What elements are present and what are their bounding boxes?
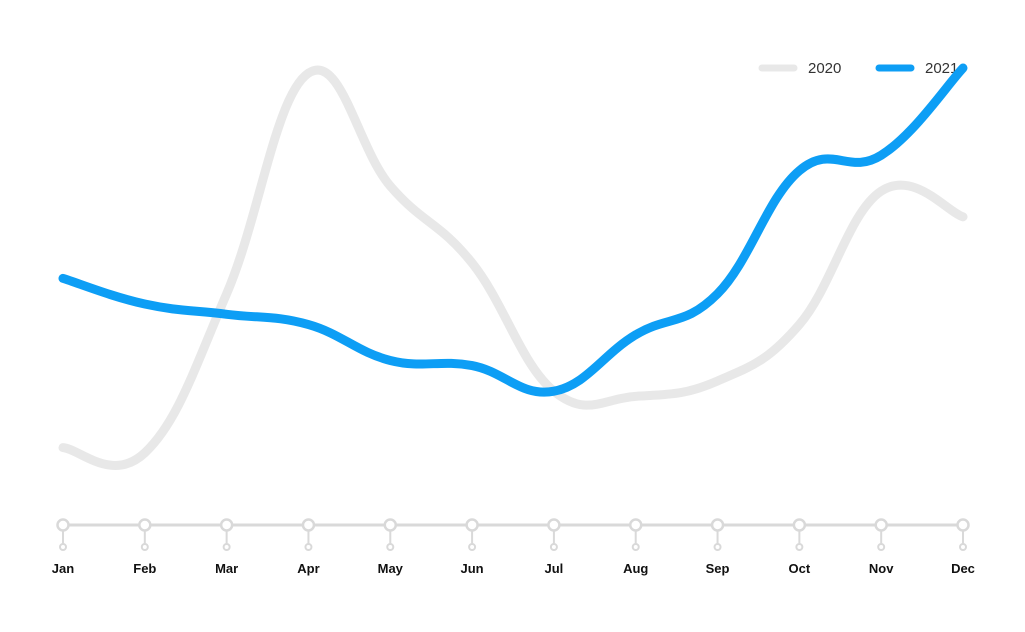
x-tick-sep: Sep	[706, 518, 730, 576]
x-tick-dot	[468, 543, 477, 551]
series-layer	[58, 63, 968, 470]
x-tick-dot	[631, 543, 640, 551]
x-tick-marker	[792, 518, 807, 532]
x-tick-may: May	[378, 518, 404, 576]
x-tick-marker	[383, 518, 398, 532]
legend-label-2021: 2021	[925, 60, 958, 77]
x-tick-label: Apr	[297, 561, 319, 576]
x-tick-dot	[713, 543, 722, 551]
legend: 2020 2021	[758, 60, 958, 77]
x-axis: Jan Feb Mar Apr May Jun Jul Aug Sep Oct Nov Dec	[52, 518, 975, 576]
x-tick-marker	[138, 518, 152, 532]
x-tick-aug: Aug	[623, 518, 648, 576]
x-tick-label: Feb	[133, 561, 156, 576]
x-tick-jul: Jul	[545, 518, 564, 576]
x-tick-marker	[710, 518, 725, 532]
x-tick-dot	[222, 543, 231, 551]
x-tick-mar: Mar	[215, 518, 238, 576]
x-tick-marker	[956, 518, 970, 532]
x-tick-feb: Feb	[133, 518, 156, 576]
x-tick-dot	[140, 543, 149, 551]
x-tick-dot	[795, 543, 804, 551]
x-tick-marker	[465, 518, 479, 532]
x-tick-label: Dec	[951, 561, 975, 576]
x-tick-jun: Jun	[461, 518, 484, 576]
x-tick-dot	[386, 543, 395, 551]
x-tick-dot	[959, 543, 967, 551]
x-tick-marker	[547, 518, 561, 532]
x-tick-label: Nov	[869, 561, 894, 576]
x-tick-marker	[56, 518, 70, 532]
x-tick-dot	[304, 543, 313, 551]
x-tick-label: Oct	[789, 561, 811, 576]
x-tick-oct: Oct	[789, 518, 811, 576]
x-tick-dot	[59, 543, 67, 551]
x-tick-label: May	[378, 561, 404, 576]
x-tick-dec: Dec	[951, 518, 975, 576]
x-tick-label: Jan	[52, 561, 74, 576]
x-tick-dot	[877, 543, 886, 551]
legend-label-2020: 2020	[808, 60, 841, 77]
x-tick-marker	[874, 518, 888, 532]
x-tick-dot	[549, 543, 558, 551]
x-tick-marker	[301, 518, 316, 532]
x-tick-label: Jun	[461, 561, 484, 576]
series-line-2020	[58, 65, 968, 470]
x-tick-marker	[219, 518, 234, 532]
x-tick-label: Sep	[706, 561, 730, 576]
x-tick-apr: Apr	[297, 518, 320, 576]
x-tick-label: Jul	[545, 561, 564, 576]
x-tick-label: Mar	[215, 561, 238, 576]
x-tick-nov: Nov	[869, 518, 894, 576]
x-tick-marker	[628, 518, 643, 532]
x-tick-jan: Jan	[52, 518, 74, 576]
x-tick-label: Aug	[623, 561, 648, 576]
series-line-2021	[58, 63, 968, 397]
